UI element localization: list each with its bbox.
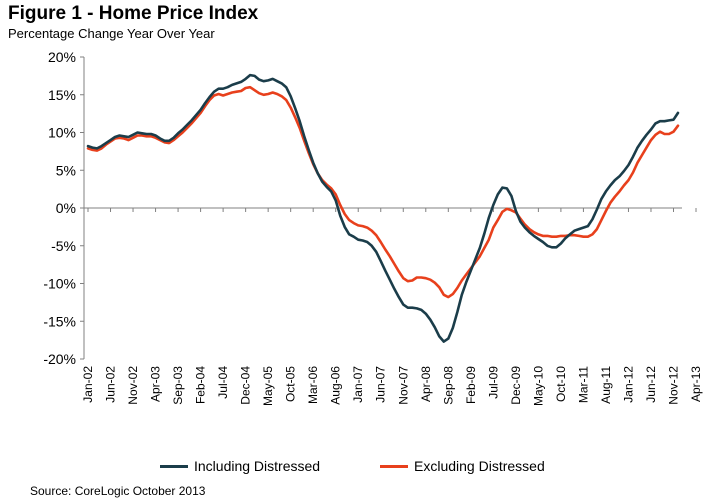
x-tick-label: Nov-12 [666,366,680,405]
y-tick-label: -5% [51,238,76,254]
y-tick-label: 5% [56,162,76,178]
legend-including: Including Distressed [160,458,320,474]
legend-label-including: Including Distressed [194,458,321,474]
x-tick-label: Jul-04 [216,366,230,399]
x-tick-label: May-05 [261,366,275,406]
source-note: Source: CoreLogic October 2013 [30,484,206,498]
y-tick-label: -15% [43,313,76,329]
x-tick-label: Jun-02 [104,366,118,403]
legend-label-excluding: Excluding Distressed [414,458,545,474]
y-tick-label: 0% [56,200,76,216]
x-tick-label: Dec-09 [509,366,523,405]
x-tick-label: Feb-04 [194,366,208,404]
x-tick-label: Dec-04 [239,366,253,405]
chart-subtitle: Percentage Change Year Over Year [8,26,215,41]
x-tick-label: Mar-11 [576,366,590,403]
y-tick-label: 20% [48,49,76,65]
legend-swatch-including [160,464,188,468]
y-tick-label: -10% [43,276,76,292]
y-tick-label: 15% [48,87,76,103]
y-tick-label: 10% [48,125,76,141]
y-tick-label: -20% [43,351,76,367]
legend-swatch-excluding [380,464,408,468]
x-tick-label: Sep-03 [171,366,185,405]
x-tick-label: Jan-07 [351,366,365,403]
x-tick-label: Jun-12 [644,366,658,403]
x-tick-label: Jul-09 [486,366,500,399]
x-tick-label: Nov-02 [126,366,140,405]
x-tick-label: Nov-07 [396,366,410,405]
x-tick-label: Apr-13 [689,366,703,402]
x-tick-label: Apr-08 [419,366,433,402]
x-tick-label: Mar-06 [306,366,320,404]
x-tick-label: Apr-03 [149,366,163,402]
series-line-including-distressed [86,73,680,343]
x-tick-label: Jan-02 [81,366,95,403]
x-tick-label: Jun-07 [374,366,388,403]
chart-title: Figure 1 - Home Price Index [8,3,259,24]
x-tick-label: Aug-06 [329,366,343,405]
x-tick-label: Jan-12 [621,366,635,403]
x-tick-label: Feb-09 [464,366,478,404]
x-tick-label: May-10 [531,366,545,406]
x-tick-label: Sep-08 [441,366,455,405]
series-line-excluding-distressed [86,85,680,299]
x-tick-label: Oct-05 [284,366,298,402]
x-tick-label: Aug-11 [599,366,613,404]
legend-excluding: Excluding Distressed [380,458,545,474]
x-tick-label: Oct-10 [554,366,568,402]
